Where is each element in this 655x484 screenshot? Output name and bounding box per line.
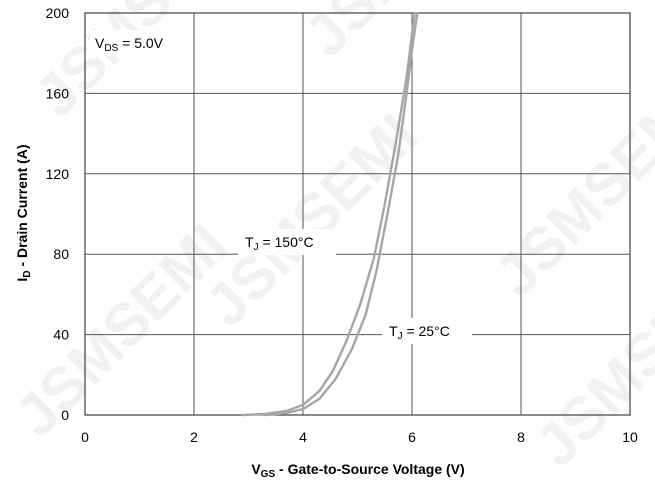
x-tick-label: 8 — [517, 429, 525, 445]
x-tick-labels: 0 2 4 6 8 10 — [81, 429, 638, 445]
y-tick-label: 200 — [46, 5, 70, 21]
series-label-25: TJ = 25°C — [389, 323, 450, 342]
condition-label: VDS = 5.0V — [95, 35, 164, 54]
y-tick-label: 120 — [46, 166, 70, 182]
series-line-0 — [241, 11, 416, 417]
condition-label-bg — [90, 30, 186, 56]
y-tick-label: 160 — [46, 85, 70, 101]
x-tick-label: 10 — [622, 429, 638, 445]
watermark-text: JSMSEMI — [192, 101, 430, 339]
y-tick-labels: 0 40 80 120 160 200 — [46, 5, 70, 423]
series-label-25-bg — [382, 318, 472, 344]
series-label-150: TJ = 150°C — [245, 234, 314, 253]
y-axis-title: ID - Drain Current (A) — [14, 144, 33, 281]
y-tick-label: 0 — [61, 407, 69, 423]
series-line-1 — [263, 11, 419, 417]
y-tick-label: 80 — [53, 246, 69, 262]
y-tick-label: 40 — [53, 327, 69, 343]
x-tick-label: 4 — [299, 429, 307, 445]
x-tick-label: 0 — [81, 429, 89, 445]
plot-frame — [84, 12, 631, 416]
x-tick-label: 6 — [408, 429, 416, 445]
x-axis-title: VGS - Gate-to-Source Voltage (V) — [251, 461, 464, 480]
x-tick-label: 2 — [190, 429, 198, 445]
watermark-text: JSMSEMI — [482, 71, 655, 309]
series-group — [241, 11, 419, 417]
watermark-text: JSMSEMI — [2, 211, 240, 449]
series-label-150-bg — [238, 229, 336, 255]
